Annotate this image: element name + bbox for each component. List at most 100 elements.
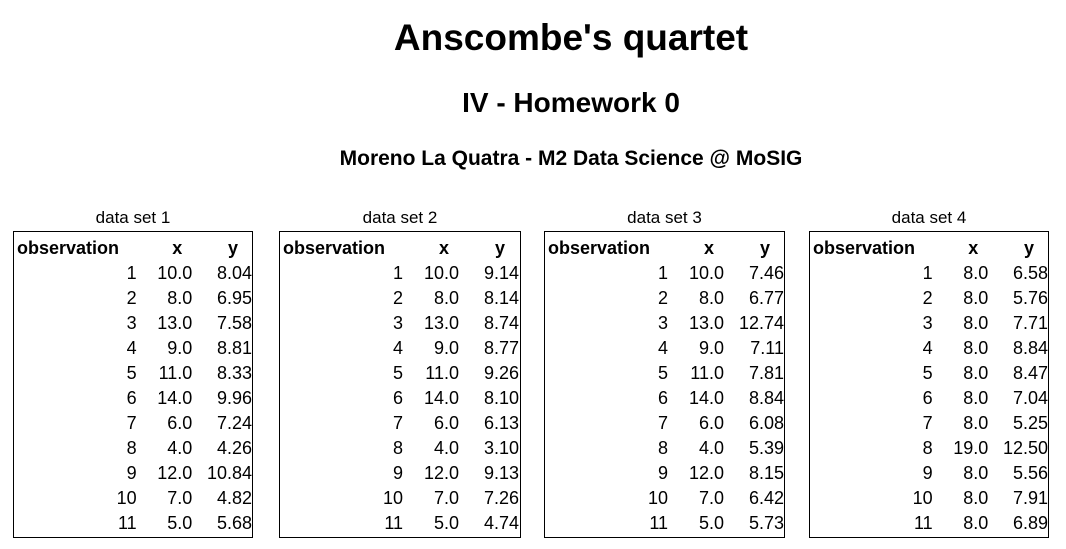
table-row: 10 7.0 7.26 — [280, 486, 519, 511]
observation-cell: 9 — [126, 463, 137, 483]
observation-cell: 5 — [922, 363, 933, 383]
x-cell: 11.0 — [425, 363, 459, 383]
table-row: 9 12.0 8.15 — [545, 461, 784, 486]
x-cell: 10.0 — [688, 263, 724, 283]
x-cell: 8.0 — [963, 413, 989, 433]
x-cell: 7.0 — [698, 488, 724, 508]
dataset-table: observation x y 1 10.0 9.14 2 8.0 8.14 3 13.0 8.74 4… — [280, 236, 519, 536]
y-cell: 8.04 — [216, 263, 252, 283]
y-cell: 5.76 — [1012, 288, 1048, 308]
table-header-row: observation x y — [545, 236, 784, 261]
x-cell: 5.0 — [167, 513, 193, 533]
dataset-1: data set 1 observation x y 1 10.0 8.04 2 8.0 6.95… — [13, 207, 253, 538]
y-cell: 12.74 — [738, 313, 784, 333]
column-header-observation: observation — [548, 238, 651, 258]
x-cell: 10.0 — [157, 263, 193, 283]
table-row: 2 8.0 8.14 — [280, 286, 519, 311]
y-cell: 6.08 — [748, 413, 784, 433]
table-row: 7 6.0 6.08 — [545, 411, 784, 436]
table-row: 4 8.0 8.84 — [810, 336, 1048, 361]
x-cell: 7.0 — [167, 488, 193, 508]
table-row: 6 8.0 7.04 — [810, 386, 1048, 411]
observation-cell: 7 — [392, 413, 403, 433]
table-row: 1 10.0 9.14 — [280, 261, 519, 286]
observation-cell: 2 — [126, 288, 137, 308]
x-cell: 4.0 — [167, 438, 193, 458]
table-row: 9 12.0 10.84 — [14, 461, 252, 486]
observation-cell: 7 — [657, 413, 668, 433]
table-row: 5 11.0 7.81 — [545, 361, 784, 386]
table-row: 2 8.0 5.76 — [810, 286, 1048, 311]
y-cell: 6.77 — [748, 288, 784, 308]
x-cell: 7.0 — [433, 488, 459, 508]
table-row: 3 13.0 8.74 — [280, 311, 519, 336]
page-title: Anscombe's quartet — [393, 17, 749, 58]
x-cell: 12.0 — [423, 463, 459, 483]
observation-cell: 10 — [116, 488, 137, 508]
y-cell: 9.13 — [483, 463, 519, 483]
y-cell: 7.91 — [1012, 488, 1048, 508]
dataset-table: observation x y 1 10.0 7.46 2 8.0 6.77 3 13.0 12.74… — [545, 236, 784, 536]
dataset-table: observation x y 1 8.0 6.58 2 8.0 5.76 3 8.0 7.71 4 8.… — [810, 236, 1048, 536]
dataset-table-frame: observation x y 1 8.0 6.58 2 8.0 5.76 3 8.0 7.71 4 8.… — [809, 231, 1049, 538]
dataset-table-frame: observation x y 1 10.0 7.46 2 8.0 6.77 3 13.0 12.74… — [544, 231, 785, 538]
x-cell: 6.0 — [433, 413, 459, 433]
table-row: 4 9.0 8.77 — [280, 336, 519, 361]
table-row: 10 7.0 6.42 — [545, 486, 784, 511]
observation-cell: 8 — [922, 438, 933, 458]
observation-cell: 8 — [657, 438, 668, 458]
y-cell: 8.84 — [1012, 338, 1048, 358]
column-header-x: x — [438, 238, 449, 258]
y-cell: 7.71 — [1012, 313, 1048, 333]
dataset-caption: data set 2 — [362, 208, 438, 227]
y-cell: 8.74 — [483, 313, 519, 333]
y-cell: 8.15 — [748, 463, 784, 483]
table-row: 7 6.0 7.24 — [14, 411, 252, 436]
table-row: 11 5.0 5.68 — [14, 511, 252, 536]
x-cell: 19.0 — [953, 438, 989, 458]
table-row: 3 13.0 7.58 — [14, 311, 252, 336]
table-row: 5 11.0 9.26 — [280, 361, 519, 386]
column-header-y: y — [1023, 238, 1034, 258]
dataset-3: data set 3 observation x y 1 10.0 7.46 2 8.0 6.77… — [544, 207, 785, 538]
table-row: 1 10.0 8.04 — [14, 261, 252, 286]
dataset-caption: data set 3 — [627, 208, 702, 227]
x-cell: 8.0 — [433, 288, 459, 308]
table-row: 2 8.0 6.77 — [545, 286, 784, 311]
observation-cell: 6 — [126, 388, 137, 408]
x-cell: 14.0 — [423, 388, 459, 408]
table-row: 4 9.0 8.81 — [14, 336, 252, 361]
column-header-x: x — [968, 238, 979, 258]
table-header-row: observation x y — [810, 236, 1048, 261]
table-row: 8 4.0 4.26 — [14, 436, 252, 461]
observation-cell: 2 — [392, 288, 403, 308]
x-cell: 4.0 — [433, 438, 459, 458]
table-row: 8 4.0 5.39 — [545, 436, 784, 461]
column-header-y: y — [227, 238, 238, 258]
y-cell: 8.77 — [483, 338, 519, 358]
column-header-x: x — [703, 238, 714, 258]
y-cell: 6.58 — [1012, 263, 1048, 283]
observation-cell: 6 — [392, 388, 403, 408]
table-row: 11 8.0 6.89 — [810, 511, 1048, 536]
x-cell: 8.0 — [167, 288, 193, 308]
observation-cell: 4 — [392, 338, 403, 358]
column-header-observation: observation — [813, 238, 916, 258]
x-cell: 8.0 — [698, 288, 724, 308]
table-row: 10 7.0 4.82 — [14, 486, 252, 511]
observation-cell: 1 — [922, 263, 933, 283]
x-cell: 13.0 — [423, 313, 459, 333]
observation-cell: 11 — [649, 513, 668, 533]
y-cell: 4.74 — [483, 513, 519, 533]
y-cell: 7.04 — [1012, 388, 1048, 408]
dataset-caption: data set 4 — [891, 208, 967, 227]
column-header-observation: observation — [17, 238, 120, 258]
table-header-row: observation x y — [280, 236, 519, 261]
column-header-observation: observation — [283, 238, 386, 258]
y-cell: 7.81 — [748, 363, 784, 383]
author-line: Moreno La Quatra - M2 Data Science @ MoS… — [339, 147, 803, 170]
y-cell: 4.82 — [216, 488, 252, 508]
y-cell: 6.42 — [748, 488, 784, 508]
observation-cell: 4 — [657, 338, 668, 358]
observation-cell: 9 — [392, 463, 403, 483]
